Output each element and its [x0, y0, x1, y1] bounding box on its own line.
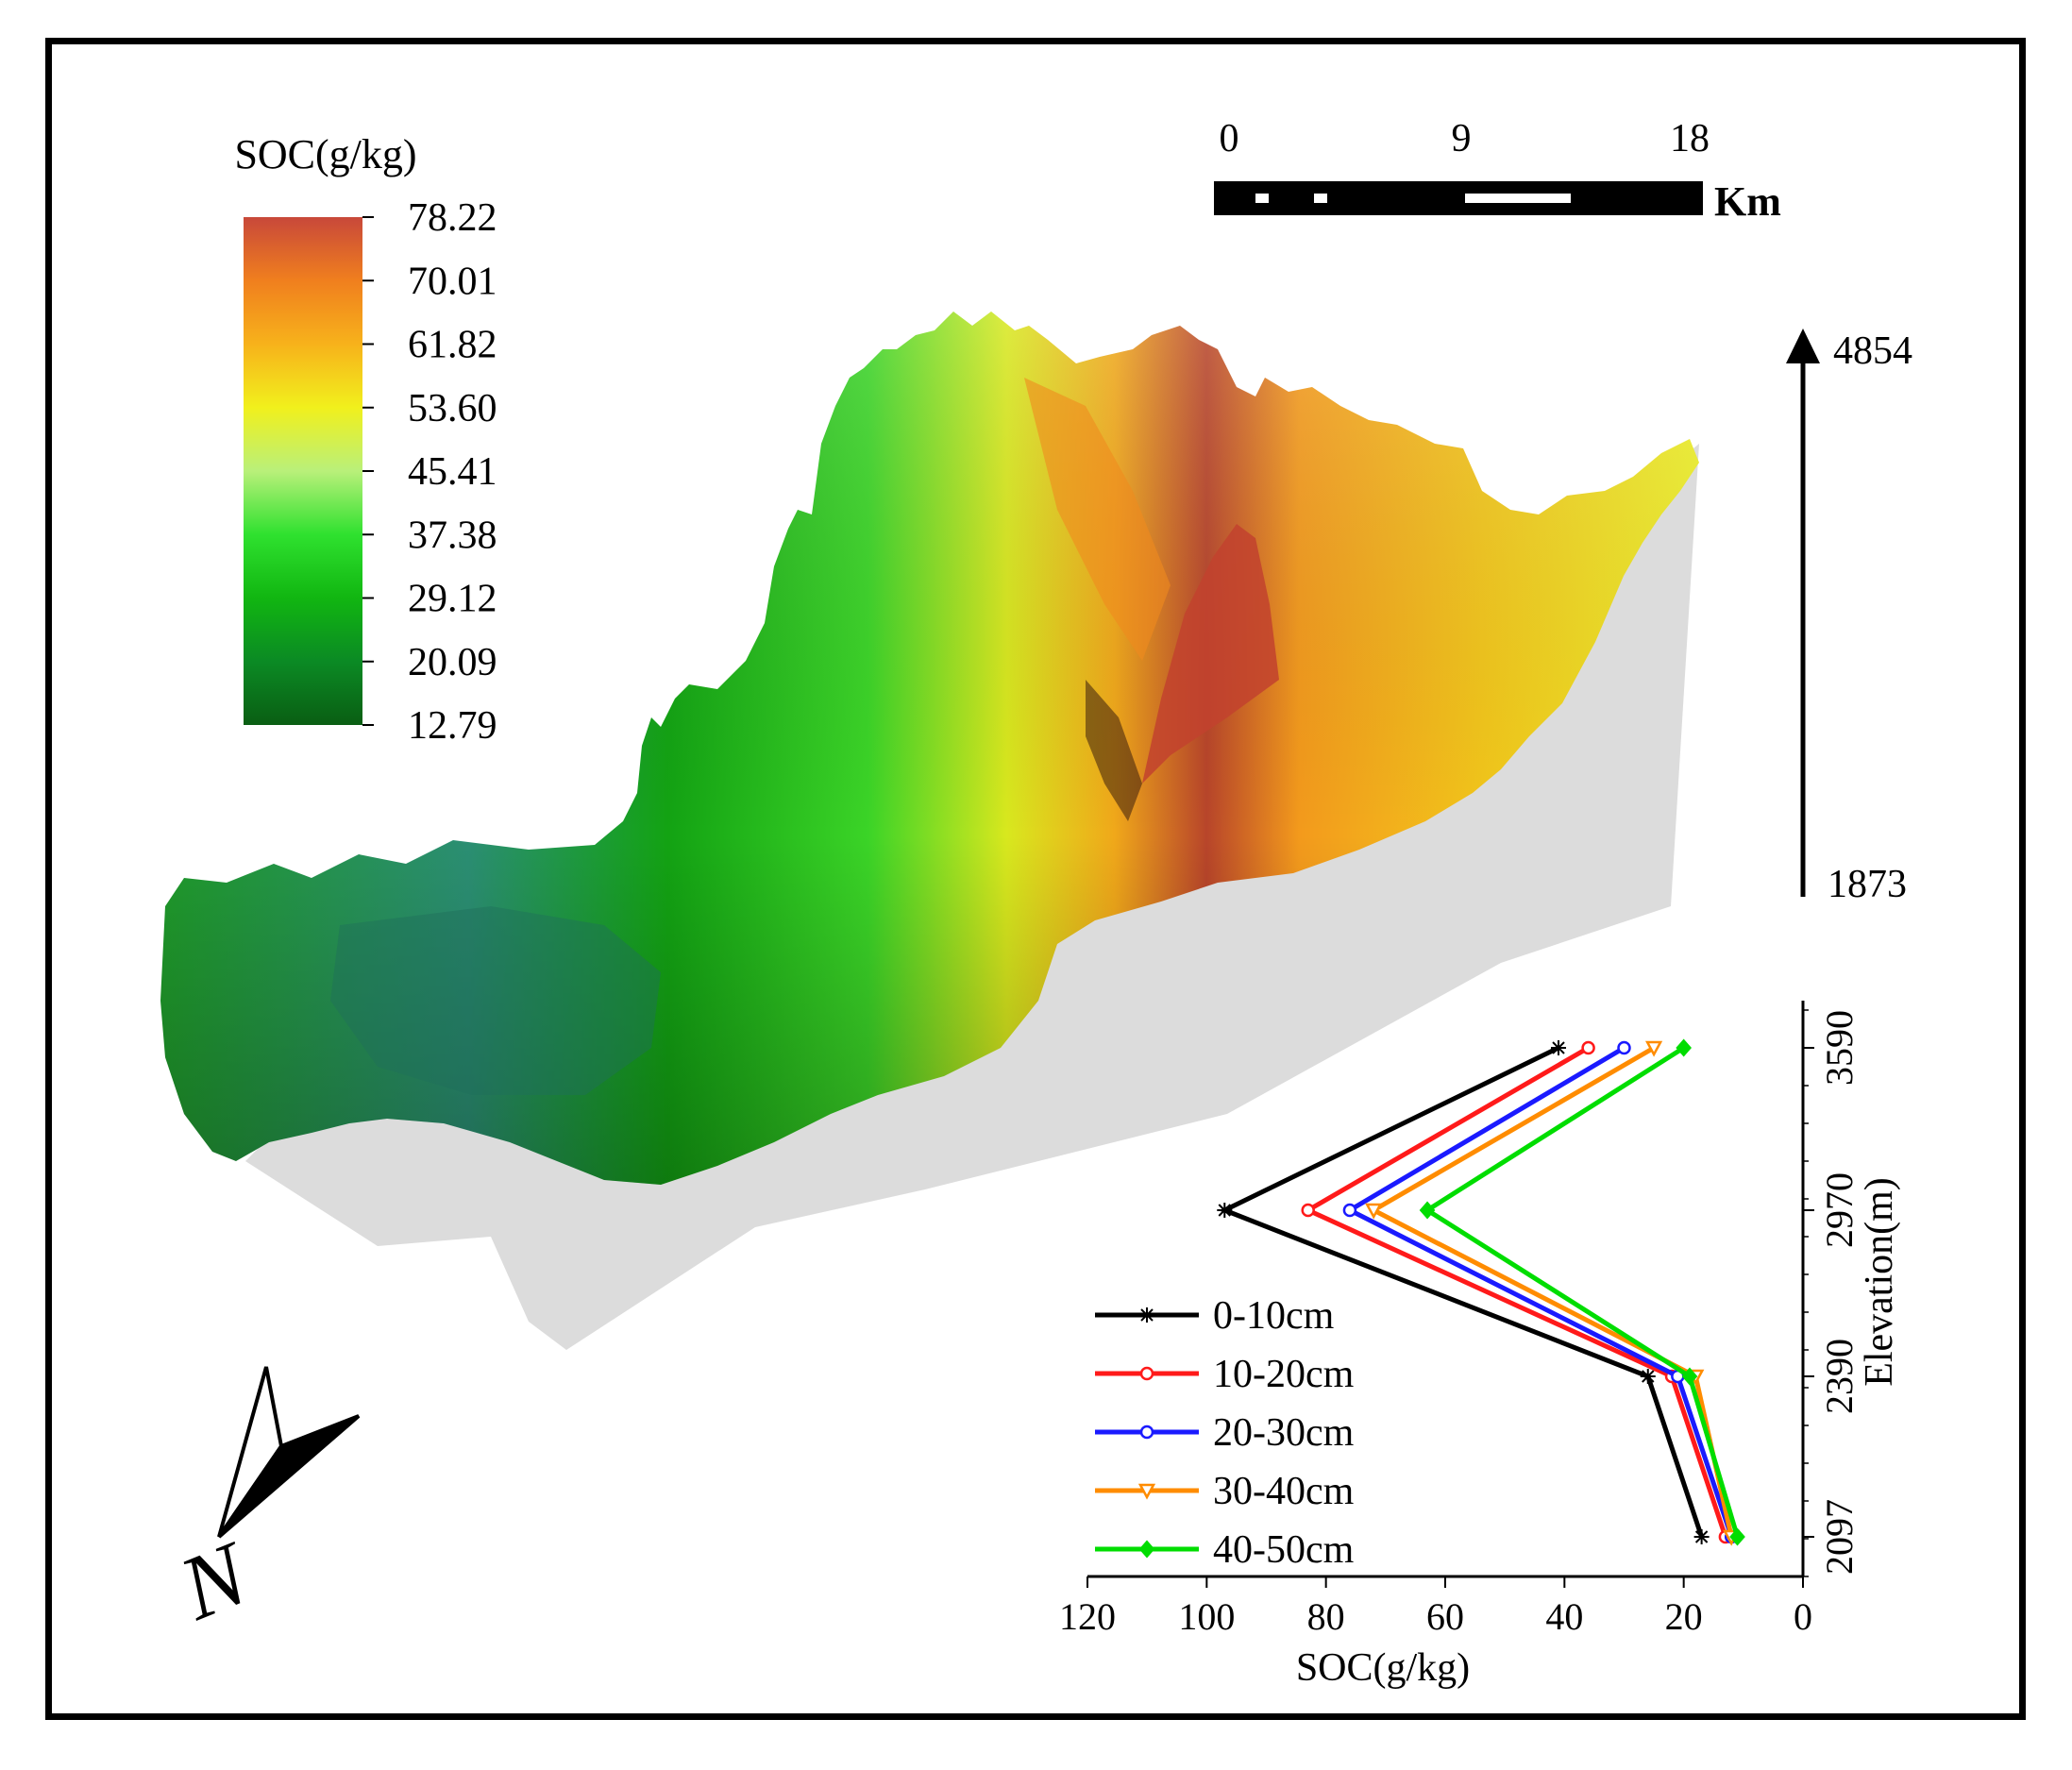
y-tick-label: 2390: [1818, 1339, 1861, 1414]
series-line: [1344, 1045, 1734, 1538]
data-point: [1419, 1201, 1436, 1220]
elevation-arrow: 4854 1873: [1786, 329, 1912, 906]
chart-x-ticks: 120 100 80 60 40 20 0: [1059, 1576, 1812, 1638]
data-point: [1581, 1040, 1595, 1055]
north-arrow-icon: [217, 1366, 361, 1539]
data-point: [1139, 1424, 1154, 1440]
legend-label: 10-20cm: [1213, 1353, 1355, 1396]
legend-entry: 20-30cm: [1095, 1411, 1355, 1455]
data-point: [1139, 1307, 1154, 1323]
elevation-min-label: 1873: [1828, 863, 1907, 906]
y-tick-label: 2097: [1818, 1499, 1861, 1575]
chart-series: [1217, 1038, 1745, 1546]
soc-elevation-chart: 120 100 80 60 40 20 0 2097 2390 2970 3590 SOC(g/k…: [1059, 1001, 1901, 1690]
chart-x-label: SOC(g/kg): [1296, 1646, 1470, 1690]
data-point: [1138, 1540, 1155, 1559]
x-tick-label: 100: [1178, 1595, 1235, 1638]
data-point: [1301, 1203, 1315, 1218]
legend-tick-label: 61.82: [408, 324, 497, 367]
legend-entry: 10-20cm: [1095, 1353, 1355, 1396]
x-tick-label: 120: [1059, 1595, 1116, 1638]
legend-tick-label: 12.79: [408, 704, 497, 748]
legend-entry: 0-10cm: [1095, 1294, 1335, 1338]
legend-tick-label: 20.09: [408, 641, 497, 684]
legend-colorbar: [244, 217, 362, 725]
legend-ticks: 78.22 70.01 61.82 53.60 45.41 37.38 29.12 20.09…: [362, 196, 497, 748]
legend-label: 30-40cm: [1213, 1470, 1355, 1513]
terrain-orange-slope: [1024, 378, 1171, 661]
data-point: [1693, 1529, 1710, 1544]
north-label: N: [165, 1521, 264, 1639]
legend-entry: 30-40cm: [1095, 1470, 1355, 1513]
x-tick-label: 60: [1426, 1595, 1464, 1638]
legend-label: 0-10cm: [1213, 1294, 1335, 1338]
x-tick-label: 40: [1545, 1595, 1583, 1638]
scale-label-18: 18: [1670, 117, 1710, 160]
data-point: [1676, 1038, 1692, 1057]
scale-label-0: 0: [1220, 117, 1239, 160]
scale-bar-body: [1214, 181, 1703, 215]
data-point: [1342, 1203, 1357, 1218]
series-line: [1219, 1045, 1704, 1538]
data-point: [1640, 1369, 1656, 1384]
terrain-map: [160, 312, 1699, 1350]
x-tick-label: 20: [1665, 1595, 1703, 1638]
data-point: [1551, 1040, 1567, 1055]
data-point: [1644, 1040, 1663, 1057]
legend-entry: 40-50cm: [1095, 1528, 1355, 1572]
data-point: [1729, 1527, 1745, 1546]
legend: SOC(g/kg) 78.22 70.01 61.82 53.60 45.41 37.38…: [234, 131, 497, 748]
chart-y-ticks: 2097 2390 2970 3590: [1803, 1009, 1861, 1577]
legend-tick-label: 78.22: [408, 196, 497, 240]
scale-bar-segment: [1465, 194, 1571, 203]
terrain-dark-valley: [1086, 680, 1142, 821]
chart-y-label: Elevation(m): [1858, 1177, 1901, 1387]
series-40-50cm: [1419, 1038, 1745, 1546]
legend-tick-label: 45.41: [408, 450, 497, 494]
elevation-max-label: 4854: [1833, 329, 1912, 373]
data-point: [1217, 1203, 1233, 1218]
y-tick-label: 2970: [1818, 1172, 1861, 1248]
data-point: [1681, 1367, 1698, 1386]
chart-legend: 0-10cm 10-20cm 20-30cm 30-40cm 40-50cm: [1095, 1294, 1355, 1572]
series-line: [1303, 1045, 1728, 1538]
data-point: [1617, 1040, 1631, 1055]
data-point: [1365, 1203, 1383, 1220]
north-arrow: N: [165, 1366, 361, 1640]
series-30-40cm: [1365, 1040, 1741, 1546]
series-0-10cm: [1217, 1040, 1710, 1544]
legend-tick-label: 53.60: [408, 387, 497, 430]
scale-bar-tick-2: [1314, 194, 1327, 203]
data-point: [1139, 1366, 1154, 1381]
scale-bar-tick-1: [1255, 194, 1269, 203]
legend-label: 20-30cm: [1213, 1411, 1355, 1455]
legend-title: SOC(g/kg): [234, 131, 416, 177]
x-tick-label: 80: [1307, 1595, 1345, 1638]
data-point: [1137, 1483, 1156, 1500]
x-tick-label: 0: [1794, 1595, 1812, 1638]
scale-bar: 0 9 18 Km: [1214, 117, 1781, 225]
y-tick-label: 3590: [1818, 1010, 1861, 1086]
legend-tick-label: 29.12: [408, 578, 497, 621]
scale-label-9: 9: [1452, 117, 1472, 160]
legend-tick-label: 37.38: [408, 514, 497, 557]
series-line: [1423, 1045, 1740, 1538]
scale-unit: Km: [1714, 178, 1781, 225]
terrain-lowland: [330, 906, 661, 1095]
elevation-arrow-head: [1786, 329, 1820, 363]
legend-label: 40-50cm: [1213, 1528, 1355, 1572]
legend-tick-label: 70.01: [408, 260, 497, 303]
terrain-shading: [160, 312, 1699, 1185]
terrain-peak-ridge: [1142, 524, 1279, 784]
